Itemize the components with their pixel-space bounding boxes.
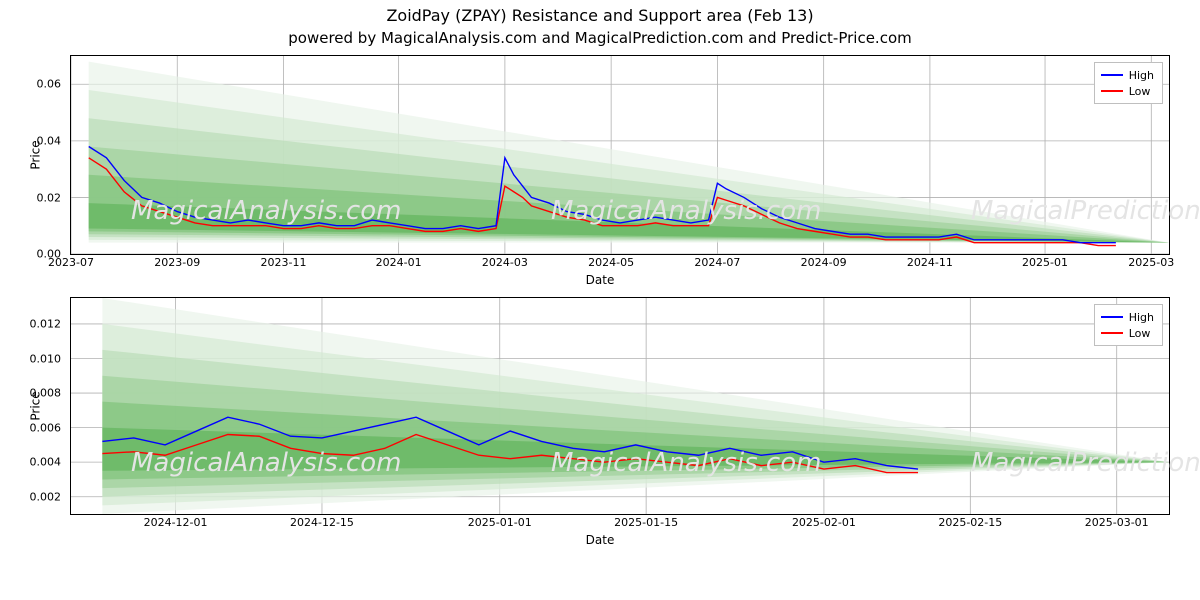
bottom-chart-xticks: 2024-12-012024-12-152025-01-012025-01-15…: [71, 516, 1169, 532]
chart-sub-title: powered by MagicalAnalysis.com and Magic…: [0, 25, 1200, 51]
legend-label: High: [1129, 69, 1154, 82]
top-chart-svg: [71, 56, 1169, 254]
legend-item-low: Low: [1101, 83, 1154, 99]
top-chart-xticks: 2023-072023-092023-112024-012024-032024-…: [71, 256, 1169, 272]
top-chart-panel: Price MagicalAnalysis.com MagicalAnalysi…: [70, 55, 1170, 255]
bottom-chart-svg: [71, 298, 1169, 514]
legend-item-high: High: [1101, 309, 1154, 325]
chart-main-title: ZoidPay (ZPAY) Resistance and Support ar…: [0, 0, 1200, 25]
legend-label: High: [1129, 311, 1154, 324]
bottom-chart-panel: Price MagicalAnalysis.com MagicalAnalysi…: [70, 297, 1170, 515]
legend: High Low: [1094, 62, 1163, 104]
legend-swatch-high: [1101, 74, 1123, 76]
legend-label: Low: [1129, 327, 1151, 340]
legend-swatch-high: [1101, 316, 1123, 318]
legend: High Low: [1094, 304, 1163, 346]
legend-item-high: High: [1101, 67, 1154, 83]
legend-swatch-low: [1101, 332, 1123, 334]
legend-label: Low: [1129, 85, 1151, 98]
legend-swatch-low: [1101, 90, 1123, 92]
legend-item-low: Low: [1101, 325, 1154, 341]
